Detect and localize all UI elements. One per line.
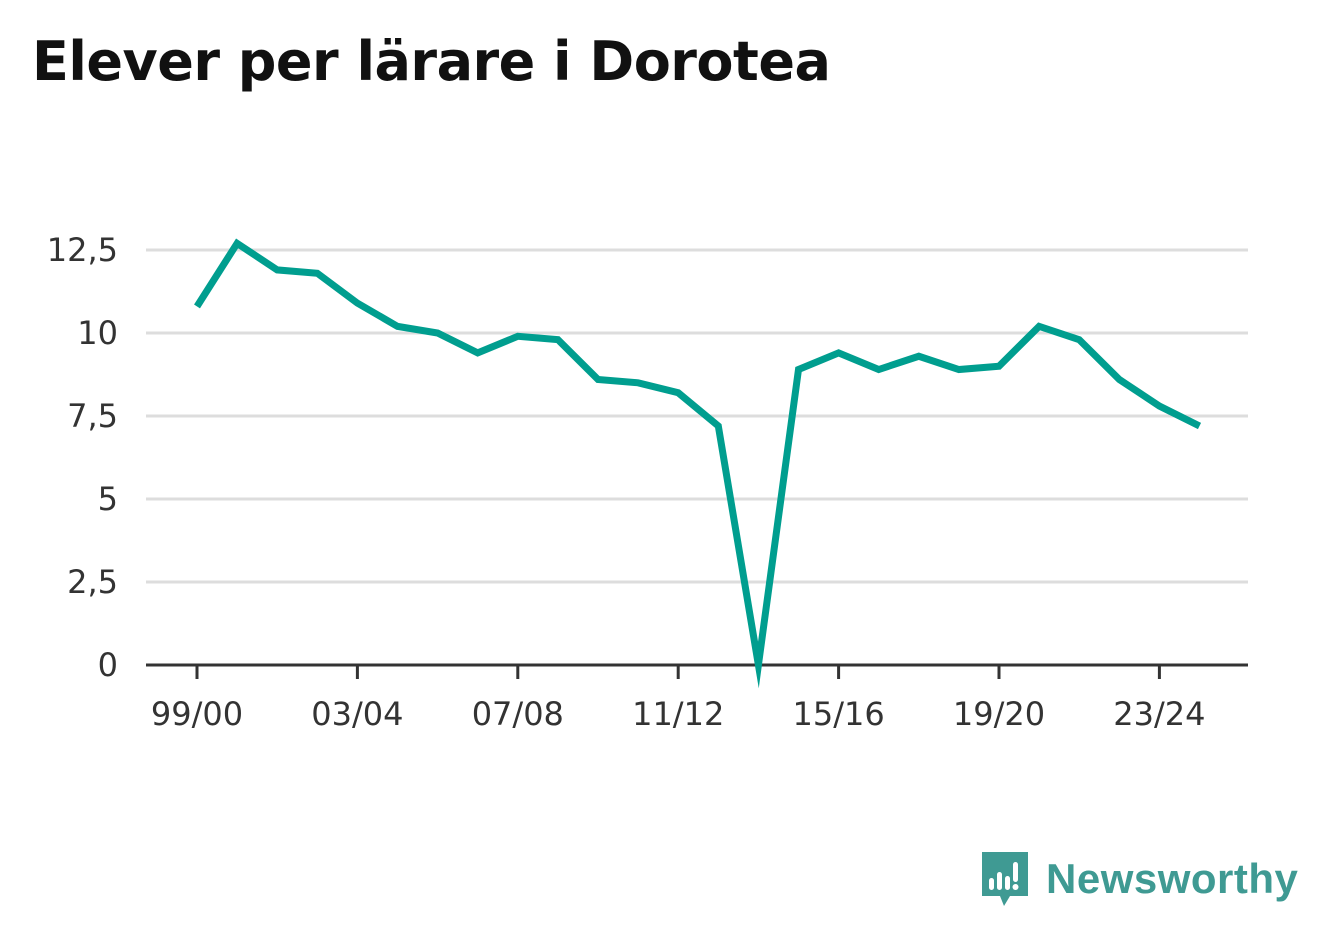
chart-title: Elever per lärare i Dorotea — [32, 30, 831, 93]
gridlines — [146, 248, 1248, 584]
newsworthy-logo-icon — [982, 852, 1028, 906]
series-line — [194, 238, 1202, 689]
y-tick-label: 5 — [98, 480, 118, 518]
y-tick-label: 2,5 — [67, 563, 118, 601]
x-tick-label: 03/04 — [311, 695, 403, 733]
x-axis-ticks: 99/00 03/04 07/08 11/12 15/16 19/20 23/24 — [146, 663, 1248, 733]
brand-logo: Newsworthy — [980, 850, 1298, 908]
y-tick-label: 7,5 — [67, 397, 118, 435]
x-tick-label: 19/20 — [953, 695, 1045, 733]
y-tick-label: 10 — [77, 314, 118, 352]
series-layer — [194, 238, 1202, 689]
x-tick-label: 11/12 — [632, 695, 724, 733]
x-tick-label: 07/08 — [472, 695, 564, 733]
x-tick-label: 15/16 — [792, 695, 884, 733]
y-axis-ticks: 0 2,5 5 7,5 10 12,5 — [47, 231, 118, 684]
y-tick-label: 0 — [98, 646, 118, 684]
x-tick-label: 99/00 — [151, 695, 243, 733]
brand-name: Newsworthy — [1046, 855, 1299, 902]
y-tick-label: 12,5 — [47, 231, 118, 269]
x-tick-label: 23/24 — [1113, 695, 1205, 733]
